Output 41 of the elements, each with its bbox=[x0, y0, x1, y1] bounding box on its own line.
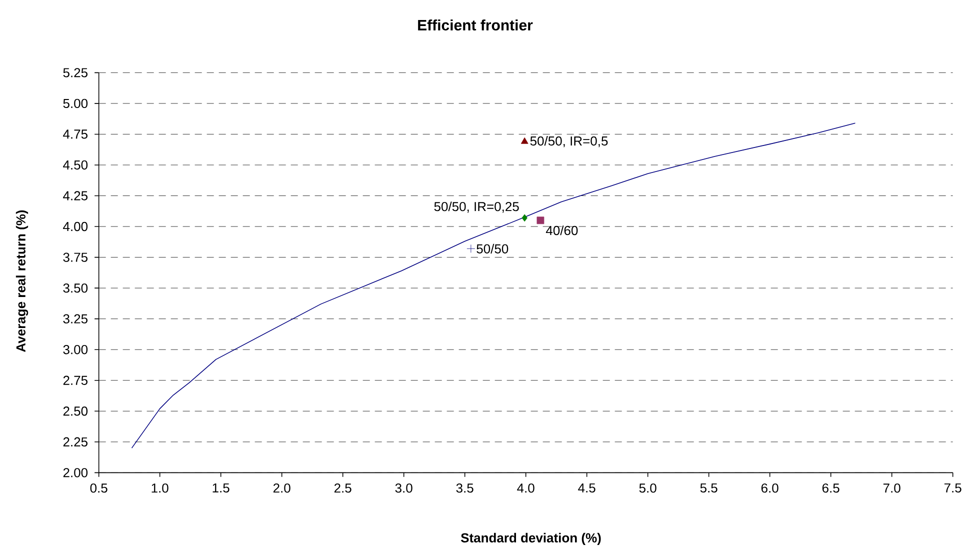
x-tick-label: 4.0 bbox=[517, 483, 534, 493]
point bbox=[536, 216, 544, 224]
y-tick-label: 3.25 bbox=[63, 314, 88, 324]
x-tick-label: 6.5 bbox=[822, 483, 840, 493]
y-tick-label: 4.00 bbox=[63, 222, 88, 232]
x-tick-label: 5.0 bbox=[639, 483, 656, 493]
x-tick-label: 2.0 bbox=[273, 483, 290, 493]
x-tick-label: 7.0 bbox=[883, 483, 900, 493]
series-label: 40/60 bbox=[546, 226, 578, 236]
x-tick-label: 1.0 bbox=[152, 483, 168, 493]
y-tick-label: 3.00 bbox=[63, 344, 88, 354]
series-label: 50/50, IR=0,5 bbox=[530, 136, 608, 148]
series-label: 50/50, IR=0,25 bbox=[434, 202, 519, 213]
x-tick-label: 2.5 bbox=[334, 483, 352, 493]
line-series bbox=[131, 122, 856, 448]
point bbox=[520, 137, 528, 144]
y-tick-label: 3.50 bbox=[63, 283, 88, 293]
x-tick-label: 3.0 bbox=[395, 483, 412, 493]
y-tick-label: 4.50 bbox=[63, 160, 88, 170]
x-tick-label: 6.0 bbox=[761, 483, 778, 493]
x-tick-label: 4.5 bbox=[578, 483, 596, 493]
x-tick-label: 1.5 bbox=[212, 483, 230, 493]
y-tick-label: 4.75 bbox=[63, 130, 88, 139]
x-tick-label: 7.5 bbox=[944, 483, 962, 493]
y-tick-label: 2.75 bbox=[63, 376, 88, 385]
x-axis-title: Standard deviation (%) bbox=[460, 532, 601, 546]
y-tick-label: 2.25 bbox=[63, 437, 88, 447]
x-tick-label: 3.5 bbox=[456, 483, 474, 493]
y-tick-label: 3.75 bbox=[63, 252, 88, 262]
point bbox=[522, 214, 528, 222]
y-axis-title: Average real return (%) bbox=[16, 210, 28, 352]
y-tick-label: 5.25 bbox=[63, 68, 88, 78]
chart-title: Efficient frontier bbox=[418, 19, 533, 30]
series-label: 50/50 bbox=[476, 244, 508, 254]
y-tick-label: 2.00 bbox=[63, 468, 88, 478]
y-tick-label: 2.50 bbox=[63, 406, 88, 416]
y-tick-label: 5.00 bbox=[63, 98, 88, 108]
y-tick-label: 4.25 bbox=[63, 191, 88, 200]
x-tick-label: 5.5 bbox=[700, 483, 718, 493]
point bbox=[466, 244, 476, 253]
x-tick-label: 0.5 bbox=[90, 483, 108, 493]
